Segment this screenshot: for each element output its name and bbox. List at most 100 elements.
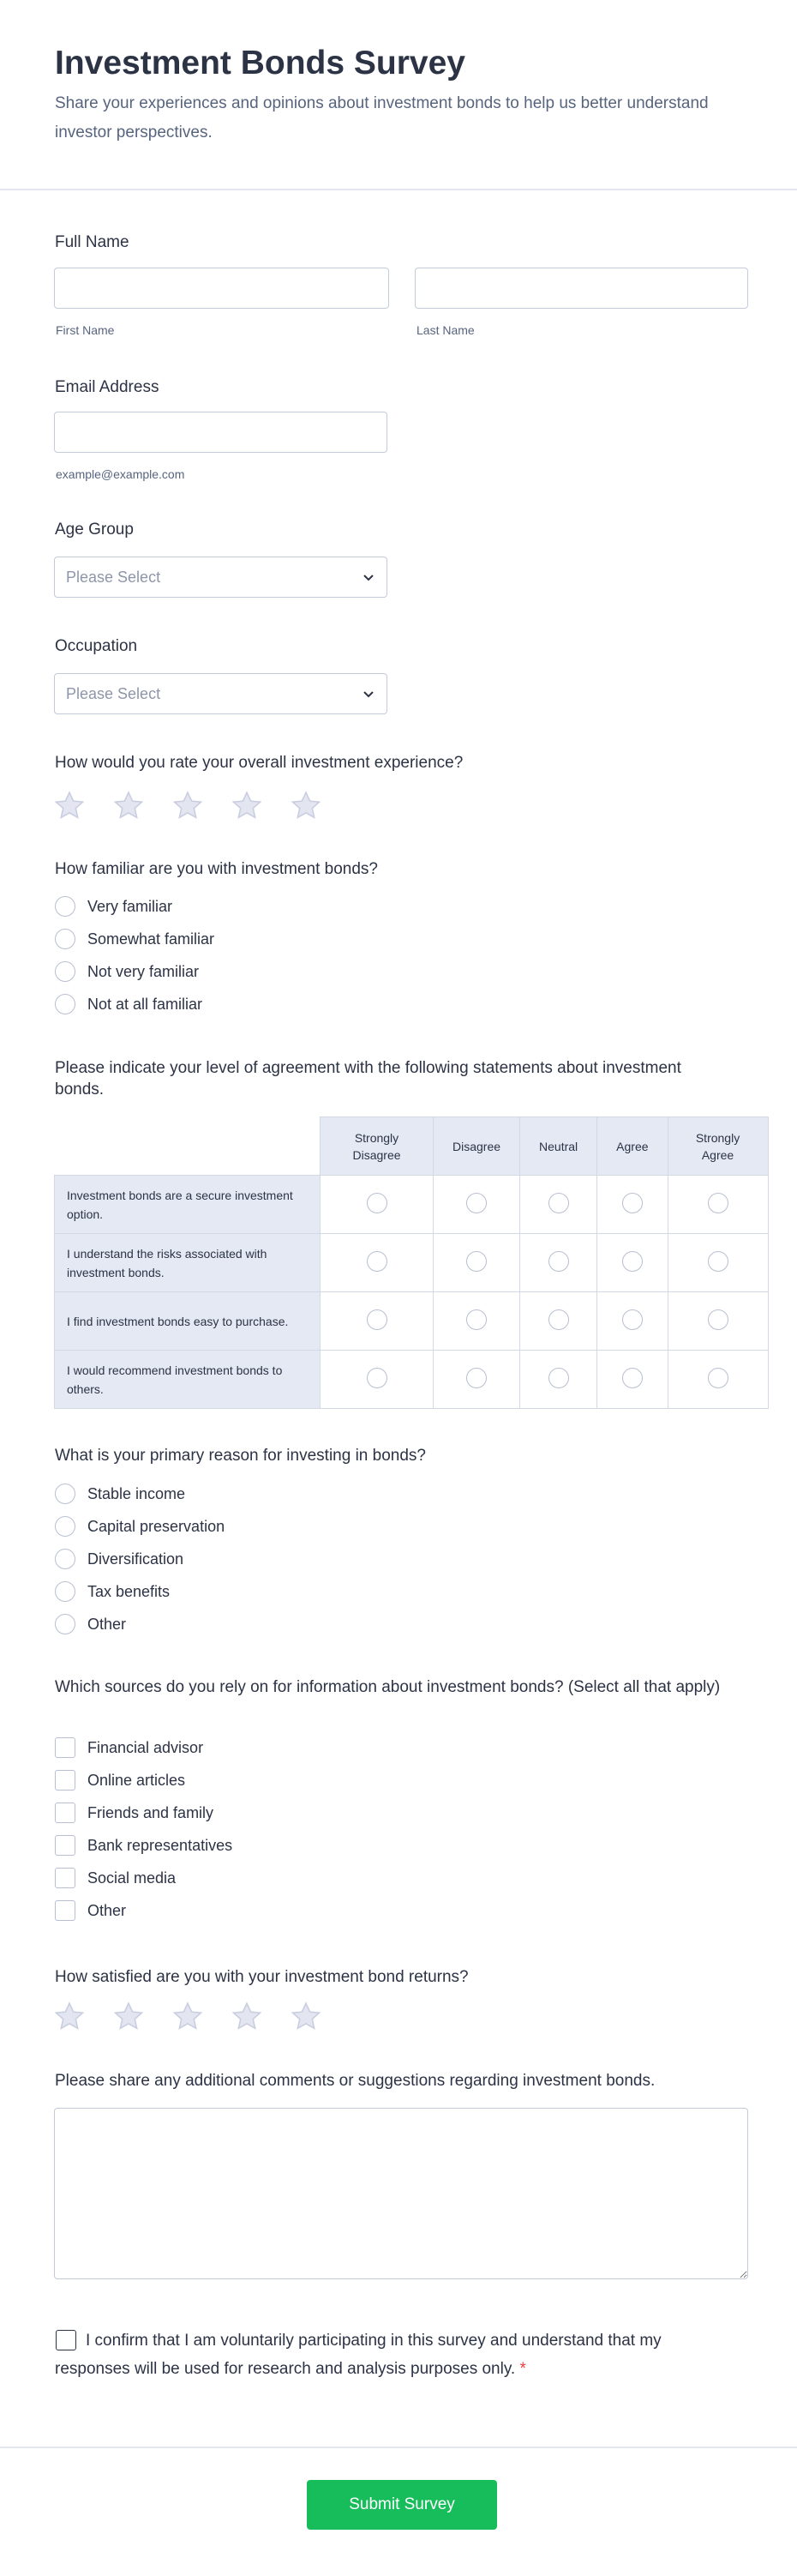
sources-option[interactable]: Bank representatives xyxy=(55,1833,232,1857)
radio-button[interactable] xyxy=(548,1368,569,1388)
sources-option[interactable]: Online articles xyxy=(55,1768,185,1792)
radio-button[interactable] xyxy=(621,1309,643,1330)
chevron-down-icon xyxy=(363,569,375,587)
reason-option[interactable]: Diversification xyxy=(55,1547,183,1571)
star-icon[interactable] xyxy=(231,790,263,822)
checkbox[interactable] xyxy=(55,1900,75,1921)
radio-button[interactable] xyxy=(55,994,75,1014)
checkbox[interactable] xyxy=(55,1868,75,1888)
radio-button[interactable] xyxy=(55,1484,75,1504)
familiarity-option[interactable]: Not at all familiar xyxy=(55,992,202,1016)
checkbox[interactable] xyxy=(55,1803,75,1823)
satisfaction-star-rating[interactable] xyxy=(53,2001,322,2033)
first-name-sublabel: First Name xyxy=(56,323,115,337)
radio-button[interactable] xyxy=(55,1581,75,1602)
reason-option[interactable]: Other xyxy=(55,1612,126,1636)
radio-button[interactable] xyxy=(707,1309,728,1330)
familiarity-option[interactable]: Very familiar xyxy=(55,894,172,918)
radio-button[interactable] xyxy=(548,1251,569,1272)
matrix-cell xyxy=(596,1233,668,1292)
last-name-input[interactable] xyxy=(415,268,748,309)
agreement-question: Please indicate your level of agreement … xyxy=(55,1059,681,1098)
option-label: Stable income xyxy=(87,1484,186,1502)
consent-text: I confirm that I am voluntarily particip… xyxy=(55,2332,662,2378)
matrix-row-label: I would recommend investment bonds to ot… xyxy=(54,1350,321,1409)
consent-checkbox[interactable] xyxy=(56,2330,76,2350)
familiarity-option[interactable]: Somewhat familiar xyxy=(55,927,214,951)
matrix-row: I would recommend investment bonds to ot… xyxy=(54,1350,769,1409)
radio-button[interactable] xyxy=(707,1251,728,1272)
footer-divider xyxy=(0,2447,797,2448)
star-icon[interactable] xyxy=(171,2001,204,2033)
star-icon[interactable] xyxy=(290,790,322,822)
radio-button[interactable] xyxy=(548,1193,569,1213)
star-icon[interactable] xyxy=(231,2001,263,2033)
checkbox[interactable] xyxy=(55,1770,75,1791)
star-icon[interactable] xyxy=(112,790,145,822)
star-icon[interactable] xyxy=(53,790,86,822)
radio-button[interactable] xyxy=(55,929,75,949)
matrix-cell xyxy=(667,1233,769,1292)
radio-button[interactable] xyxy=(366,1309,387,1330)
radio-button[interactable] xyxy=(366,1193,387,1213)
comments-textarea[interactable] xyxy=(54,2108,748,2279)
radio-button[interactable] xyxy=(707,1368,728,1388)
sources-option[interactable]: Friends and family xyxy=(55,1801,213,1825)
email-input[interactable] xyxy=(54,412,387,453)
radio-button[interactable] xyxy=(621,1251,643,1272)
reason-option[interactable]: Capital preservation xyxy=(55,1514,225,1538)
matrix-cell xyxy=(596,1175,668,1234)
checkbox[interactable] xyxy=(55,1737,75,1758)
matrix-cell xyxy=(432,1233,521,1292)
matrix-row: I find investment bonds easy to purchase… xyxy=(54,1291,769,1351)
radio-button[interactable] xyxy=(366,1368,387,1388)
star-icon[interactable] xyxy=(112,2001,145,2033)
age-group-select[interactable]: Please Select xyxy=(54,557,387,598)
occupation-select[interactable]: Please Select xyxy=(54,673,387,714)
star-icon[interactable] xyxy=(53,2001,86,2033)
submit-button[interactable]: Submit Survey xyxy=(307,2480,497,2530)
matrix-cell xyxy=(320,1291,434,1351)
matrix-cell xyxy=(432,1350,521,1409)
age-group-value: Please Select xyxy=(66,568,161,586)
matrix-column-header: Strongly Agree xyxy=(667,1116,769,1176)
radio-button[interactable] xyxy=(55,1614,75,1634)
matrix-cell xyxy=(519,1291,598,1351)
radio-button[interactable] xyxy=(466,1193,488,1213)
checkbox[interactable] xyxy=(55,1835,75,1856)
sources-option[interactable]: Financial advisor xyxy=(55,1736,203,1760)
radio-button[interactable] xyxy=(466,1309,488,1330)
familiarity-question: How familiar are you with investment bon… xyxy=(55,860,379,878)
radio-button[interactable] xyxy=(621,1368,643,1388)
star-icon[interactable] xyxy=(171,790,204,822)
first-name-input[interactable] xyxy=(54,268,389,309)
matrix-cell xyxy=(519,1350,598,1409)
occupation-label: Occupation xyxy=(55,637,138,655)
radio-button[interactable] xyxy=(466,1368,488,1388)
option-label: Other xyxy=(87,1901,127,1919)
radio-button[interactable] xyxy=(621,1193,643,1213)
matrix-cell xyxy=(596,1350,668,1409)
radio-button[interactable] xyxy=(55,961,75,982)
reason-option[interactable]: Stable income xyxy=(55,1482,185,1506)
radio-button[interactable] xyxy=(55,896,75,917)
sources-option[interactable]: Social media xyxy=(55,1866,176,1890)
radio-button[interactable] xyxy=(55,1549,75,1569)
experience-star-rating[interactable] xyxy=(53,790,322,822)
matrix-column-header: Neutral xyxy=(519,1116,598,1176)
sources-option[interactable]: Other xyxy=(55,1899,126,1923)
agreement-matrix: Strongly Disagree Disagree Neutral Agree Str… xyxy=(54,1116,769,1409)
reason-option[interactable]: Tax benefits xyxy=(55,1580,170,1604)
chevron-down-icon xyxy=(363,685,375,703)
required-mark: * xyxy=(519,2360,526,2378)
star-icon[interactable] xyxy=(290,2001,322,2033)
radio-button[interactable] xyxy=(466,1251,488,1272)
familiarity-option[interactable]: Not very familiar xyxy=(55,960,199,984)
experience-question: How would you rate your overall investme… xyxy=(55,754,464,772)
radio-button[interactable] xyxy=(707,1193,728,1213)
radio-button[interactable] xyxy=(366,1251,387,1272)
radio-button[interactable] xyxy=(55,1516,75,1537)
matrix-cell xyxy=(596,1291,668,1351)
radio-button[interactable] xyxy=(548,1309,569,1330)
page-title: Investment Bonds Survey xyxy=(55,45,465,81)
